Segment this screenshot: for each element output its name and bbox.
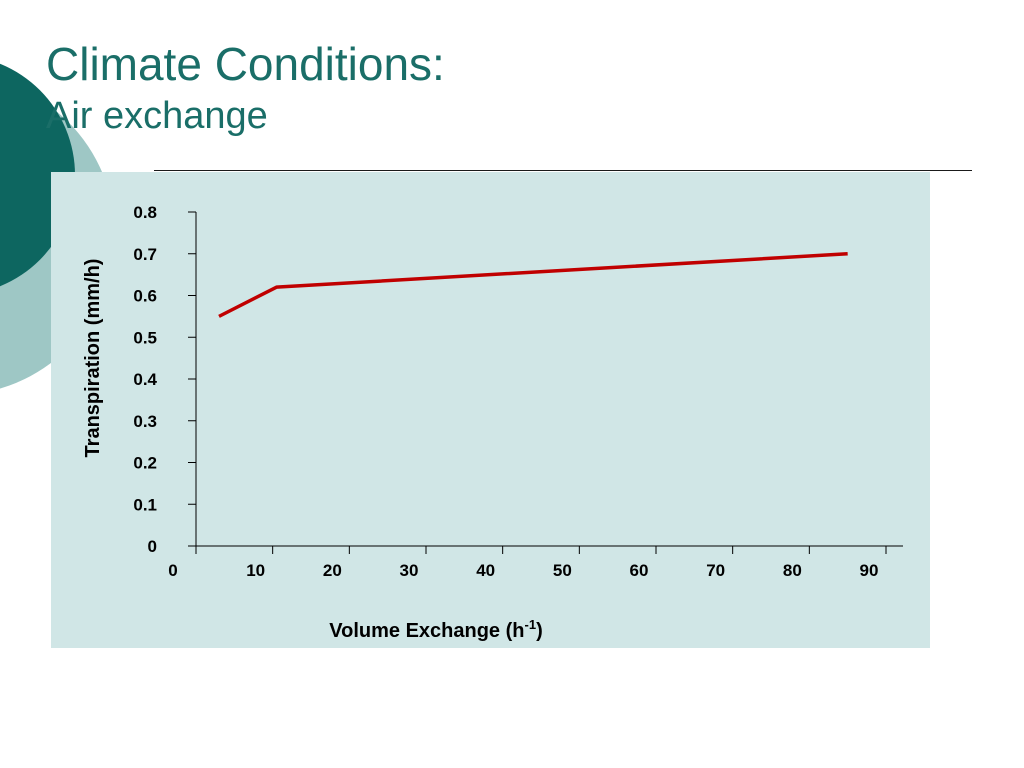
- x-tick-label: 0: [168, 561, 177, 580]
- y-tick-label: 0: [148, 537, 157, 556]
- x-axis-title: Volume Exchange (h-1): [329, 617, 542, 642]
- y-tick-label: 0.5: [133, 328, 157, 347]
- y-axis-title: Transpiration (mm/h): [82, 259, 104, 458]
- y-tick-label: 0.8: [133, 203, 157, 222]
- slide-subtitle: Air exchange: [46, 95, 268, 137]
- x-tick-label: 60: [630, 561, 649, 580]
- x-tick-label: 90: [860, 561, 879, 580]
- slide-title: Climate Conditions: Air exchange: [46, 36, 445, 140]
- y-tick-label: 0.4: [133, 370, 157, 389]
- title-divider: [154, 170, 972, 171]
- slide-title-line1: Climate Conditions:: [46, 38, 445, 90]
- y-tick-label: 0.3: [133, 412, 157, 431]
- x-tick-label: 30: [400, 561, 419, 580]
- chart-series: [218, 252, 848, 318]
- x-tick-label: 20: [323, 561, 342, 580]
- chart-panel: [51, 172, 930, 648]
- x-tick-label: 10: [246, 561, 265, 580]
- x-tick-label: 40: [476, 561, 495, 580]
- chart-axes: [195, 212, 903, 547]
- x-tick-label: 70: [706, 561, 725, 580]
- series-line: [218, 252, 848, 318]
- y-tick-label: 0.2: [133, 454, 157, 473]
- x-tick-label: 50: [553, 561, 572, 580]
- y-tick-label: 0.6: [133, 287, 157, 306]
- y-tick-label: 0.1: [133, 495, 157, 514]
- chart-ticks: 0 0.1 0.2 0.3 0.4 0.5 0.6 0.7 0.8 0 10 20 30 40 50 60 70…: [133, 203, 887, 580]
- y-tick-label: 0.7: [133, 245, 157, 264]
- x-tick-label: 80: [783, 561, 802, 580]
